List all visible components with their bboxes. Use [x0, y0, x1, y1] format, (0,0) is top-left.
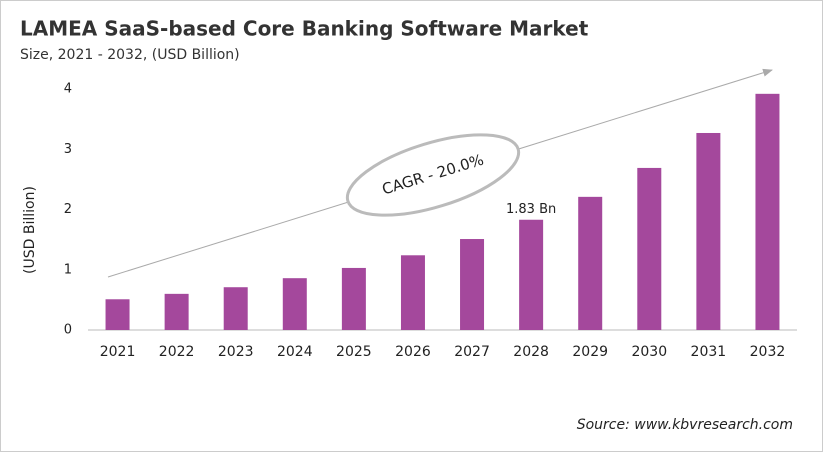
x-tick-label: 2027	[454, 344, 490, 360]
x-tick-label: 2032	[750, 344, 786, 360]
bar	[637, 167, 662, 330]
x-tick-label: 2030	[631, 344, 667, 360]
x-tick-label: 2028	[513, 344, 549, 360]
source: Source: www.kbvresearch.com	[577, 417, 793, 433]
bar	[223, 287, 248, 330]
x-tick-label: 2029	[572, 344, 608, 360]
y-axis-label: (USD Billion)	[22, 186, 38, 274]
y-tick-label: 0	[64, 323, 72, 338]
x-tick-label: 2021	[100, 344, 136, 360]
y-tick-label: 2	[64, 202, 72, 217]
bar	[282, 278, 307, 330]
x-tick-label: 2031	[691, 344, 727, 360]
cagr-ellipse	[345, 133, 521, 217]
x-tick-label: 2022	[159, 344, 195, 360]
bar	[578, 196, 603, 330]
bar	[341, 267, 366, 330]
bar	[696, 132, 721, 330]
bar	[400, 255, 425, 330]
x-tick-label: 2025	[336, 344, 372, 360]
bar	[105, 299, 130, 330]
value-label: 1.83 Bn	[506, 202, 556, 217]
bar	[164, 293, 189, 330]
y-tick-label: 4	[64, 82, 72, 97]
y-tick-label: 1	[64, 262, 72, 277]
x-tick-label: 2024	[277, 344, 313, 360]
y-tick-label: 3	[64, 142, 72, 157]
chart-subtitle: Size, 2021 - 2032, (USD Billion)	[20, 47, 240, 63]
chart-title: LAMEA SaaS-based Core Banking Software M…	[20, 17, 589, 41]
bar	[460, 239, 485, 330]
bar	[755, 93, 780, 330]
x-tick-label: 2026	[395, 344, 431, 360]
x-tick-label: 2023	[218, 344, 254, 360]
bar	[519, 219, 544, 330]
